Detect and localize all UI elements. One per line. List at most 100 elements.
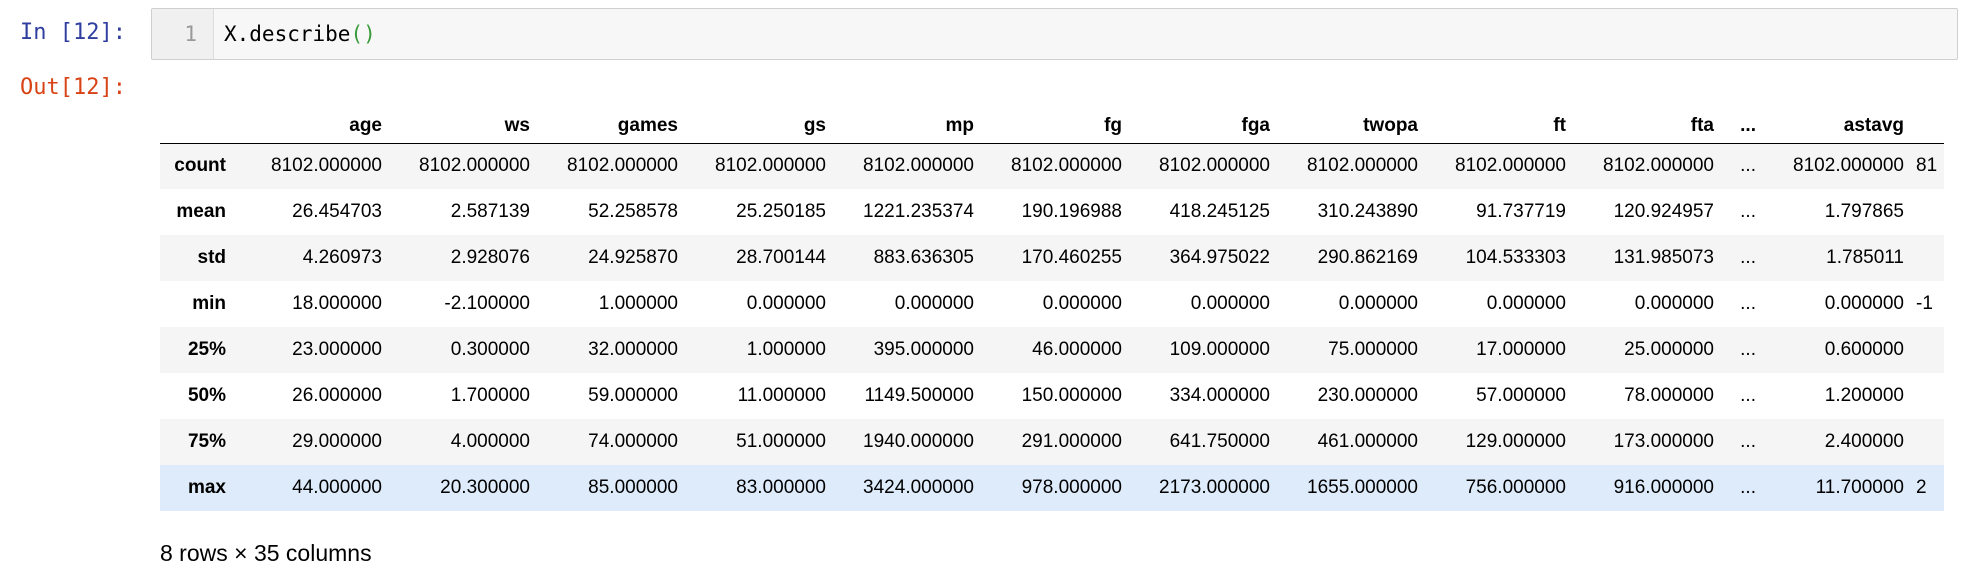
- table-cell: 8102.000000: [1011, 155, 1122, 177]
- table-cell: 1940.000000: [863, 431, 974, 452]
- table-cell: 8102.000000: [863, 155, 974, 177]
- table-cell: 44.000000: [292, 477, 382, 498]
- table-cell: 74.000000: [588, 431, 678, 452]
- table-cell: 916.000000: [1613, 477, 1714, 498]
- table-cell: 2173.000000: [1159, 477, 1270, 498]
- table-cell: 1221.235374: [863, 201, 974, 222]
- table-cell-ellipsis: ...: [1740, 293, 1756, 314]
- table-cell: 8102.000000: [1603, 155, 1714, 177]
- table-cell: 129.000000: [1465, 431, 1566, 452]
- table-row: count 8102.000000 8102.000000 8102.000000 81…: [160, 143, 1944, 189]
- code-cell-editor[interactable]: 1 X.describe(): [151, 8, 1958, 60]
- table-cell: 11.000000: [737, 385, 826, 406]
- row-index-label: min: [192, 293, 226, 314]
- table-cell: 32.000000: [588, 339, 678, 360]
- table-cell-ellipsis: ...: [1740, 431, 1756, 452]
- table-cell: 173.000000: [1613, 431, 1714, 452]
- table-cell: 290.862169: [1317, 247, 1418, 268]
- table-cell: 1655.000000: [1307, 477, 1418, 498]
- table-cell: 51.000000: [736, 431, 826, 452]
- table-cell: 1.785011: [1826, 247, 1904, 268]
- column-header-ellipsis: ...: [1714, 99, 1756, 144]
- table-cell: 0.000000: [1338, 293, 1418, 314]
- table-cell: 85.000000: [588, 477, 678, 498]
- code-parens: (): [350, 22, 376, 46]
- dataframe-output: agewsgamesgsmpfgfgatwopaftfta...astavg81…: [160, 99, 1946, 511]
- table-cell: 334.000000: [1169, 385, 1270, 406]
- table-cell: 29.000000: [292, 431, 382, 452]
- table-cell-ellipsis: ...: [1740, 477, 1756, 498]
- column-header: astavg: [1756, 99, 1904, 144]
- table-cell: 1149.500000: [864, 385, 974, 406]
- table-cell: 3424.000000: [863, 477, 974, 498]
- table-cell: 978.000000: [1021, 477, 1122, 498]
- code-text: X.describe: [224, 22, 351, 46]
- describe-table: agewsgamesgsmpfgfgatwopaftfta...astavg81…: [160, 99, 1944, 511]
- row-index-label: 75%: [187, 431, 226, 452]
- table-cell: [1904, 235, 1944, 281]
- table-cell-ellipsis: ...: [1740, 201, 1756, 222]
- table-cell: 170.460255: [1021, 247, 1122, 268]
- column-header: fta: [1566, 99, 1714, 144]
- output-prompt: Out[12]:: [20, 75, 126, 100]
- shape-summary: 8 rows × 35 columns: [160, 540, 372, 566]
- table-cell: 418.245125: [1169, 201, 1270, 222]
- table-cell: 24.925870: [588, 247, 678, 268]
- table-cell: 2.400000: [1824, 431, 1904, 452]
- table-cell: 8102.000000: [271, 155, 382, 177]
- column-header: age: [234, 99, 382, 144]
- table-body: count 8102.000000 8102.000000 8102.000000 81…: [160, 143, 1944, 511]
- table-cell: 83.000000: [736, 477, 826, 498]
- table-cell-ellipsis: ...: [1740, 155, 1756, 177]
- table-cell: 0.000000: [1634, 293, 1714, 314]
- table-cell: [1904, 373, 1944, 419]
- table-cell: 75.000000: [1328, 339, 1418, 360]
- table-cell: 0.000000: [894, 293, 974, 314]
- column-header: ft: [1418, 99, 1566, 144]
- table-cell: 28.700144: [736, 247, 826, 268]
- table-cell: 0.000000: [1042, 293, 1122, 314]
- column-header: ws: [382, 99, 530, 144]
- table-cell: 120.924957: [1613, 201, 1714, 222]
- table-row: 50% 26.000000 1.700000 59.000000 11.000000 11…: [160, 373, 1944, 419]
- table-cell: 1.797865: [1824, 201, 1904, 222]
- column-header: twopa: [1270, 99, 1418, 144]
- table-cell: -2.100000: [444, 293, 530, 314]
- line-number: 1: [184, 22, 197, 46]
- input-prompt: In [12]:: [20, 20, 126, 45]
- table-cell: 0.000000: [1190, 293, 1270, 314]
- column-header: fga: [1122, 99, 1270, 144]
- table-cell: 23.000000: [292, 339, 382, 360]
- table-cell: 4.000000: [450, 431, 530, 452]
- table-cell: 18.000000: [292, 293, 382, 314]
- table-cell: 0.300000: [450, 339, 530, 360]
- table-cell: 59.000000: [588, 385, 678, 406]
- table-cell: 756.000000: [1465, 477, 1566, 498]
- table-cell: 8102.000000: [1159, 155, 1270, 177]
- table-cell: 4.260973: [302, 247, 382, 268]
- column-header: games: [530, 99, 678, 144]
- line-number-gutter: 1: [152, 9, 214, 59]
- row-index-label: max: [187, 477, 226, 498]
- table-cell: 364.975022: [1169, 247, 1270, 268]
- table-cell-ellipsis: ...: [1740, 247, 1756, 268]
- row-index-label: count: [174, 155, 226, 177]
- table-cell: 0.600000: [1824, 339, 1904, 360]
- table-row: min 18.000000 -2.100000 1.000000 0.000000 0.0…: [160, 281, 1944, 327]
- code-line[interactable]: X.describe(): [224, 22, 376, 46]
- column-header: gs: [678, 99, 826, 144]
- table-cell: 1.700000: [450, 385, 530, 406]
- table-cell: 230.000000: [1317, 385, 1418, 406]
- table-cell: 17.000000: [1476, 339, 1566, 360]
- table-cell: 641.750000: [1169, 431, 1270, 452]
- table-cell: 461.000000: [1317, 431, 1418, 452]
- table-cell: 0.000000: [746, 293, 826, 314]
- table-cell: [1904, 327, 1944, 373]
- column-header: fg: [974, 99, 1122, 144]
- table-cell: 1.000000: [598, 293, 678, 314]
- table-row: std 4.260973 2.928076 24.925870 28.700144 883…: [160, 235, 1944, 281]
- table-cell: 8102.000000: [419, 155, 530, 177]
- table-cell: 46.000000: [1032, 339, 1122, 360]
